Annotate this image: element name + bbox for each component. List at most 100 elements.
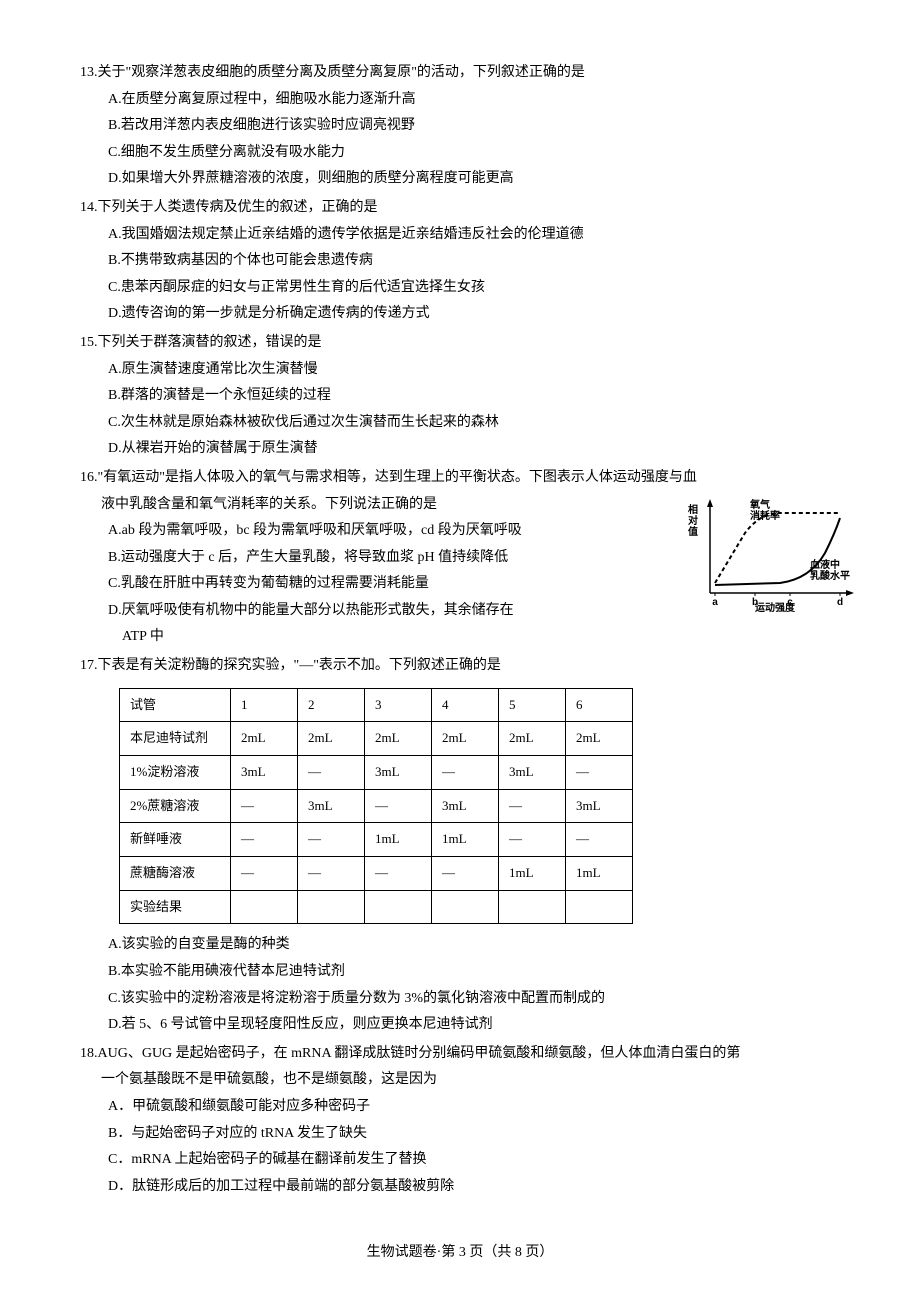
q13-option-c: C.细胞不发生质壁分离就没有吸水能力 (80, 140, 840, 167)
table-cell: 3mL (432, 789, 499, 823)
x-label: 运动强度 (755, 601, 796, 613)
table-cell (231, 890, 298, 924)
table-cell: 2mL (432, 722, 499, 756)
q14-option-b: B.不携带致病基因的个体也可能会患遗传病 (80, 248, 840, 275)
q17-stem: 17.下表是有关淀粉酶的探究实验，"—"表示不加。下列叙述正确的是 (80, 653, 840, 680)
q13-option-b: B.若改用洋葱内表皮细胞进行该实验时应调亮视野 (80, 113, 840, 140)
series1-label: 氧气 (749, 498, 770, 511)
question-17: 17.下表是有关淀粉酶的探究实验，"—"表示不加。下列叙述正确的是 试管 1 2… (80, 653, 840, 1039)
table-cell: 3mL (231, 756, 298, 790)
th-6: 6 (566, 688, 633, 722)
table-cell: 1mL (566, 857, 633, 891)
question-15: 15.下列关于群落演替的叙述，错误的是 A.原生演替速度通常比次生演替慢 B.群… (80, 330, 840, 463)
table-cell (298, 890, 365, 924)
table-cell: 2mL (231, 722, 298, 756)
q17-option-d: D.若 5、6 号试管中呈现轻度阳性反应，则应更换本尼迪特试剂 (80, 1012, 840, 1039)
table-row: 蔗糖酶溶液————1mL1mL (120, 857, 633, 891)
q13-option-a: A.在质壁分离复原过程中，细胞吸水能力逐渐升高 (80, 87, 840, 114)
table-cell: — (499, 823, 566, 857)
table-cell: 1%淀粉溶液 (120, 756, 231, 790)
table-cell: 本尼迪特试剂 (120, 722, 231, 756)
table-cell: 1mL (432, 823, 499, 857)
chart-svg: a b c d 相 对 值 氧气 消耗率 血液中 乳酸水平 运动强度 (680, 493, 860, 613)
q15-option-c: C.次生林就是原始森林被砍伐后通过次生演替而生长起来的森林 (80, 410, 840, 437)
table-cell: 2mL (566, 722, 633, 756)
tick-a: a (712, 597, 718, 608)
table-cell: — (298, 857, 365, 891)
q13-option-d: D.如果增大外界蔗糖溶液的浓度，则细胞的质壁分离程度可能更高 (80, 166, 840, 193)
q17-option-b: B.本实验不能用碘液代替本尼迪特试剂 (80, 959, 840, 986)
table-cell: 1mL (499, 857, 566, 891)
q18-stem-1: 18.AUG、GUG 是起始密码子，在 mRNA 翻译成肽链时分别编码甲硫氨酸和… (80, 1041, 840, 1068)
table-cell: — (231, 789, 298, 823)
table-cell: — (231, 857, 298, 891)
q13-stem: 13.关于"观察洋葱表皮细胞的质壁分离及质壁分离复原"的活动，下列叙述正确的是 (80, 60, 840, 87)
q18-option-a: A．甲硫氨酸和缬氨酸可能对应多种密码子 (80, 1094, 840, 1121)
y-label-1: 相 (688, 503, 698, 516)
q18-stem-2: 一个氨基酸既不是甲硫氨酸，也不是缬氨酸，这是因为 (80, 1067, 840, 1094)
table-cell: 2%蔗糖溶液 (120, 789, 231, 823)
table-cell: 新鲜唾液 (120, 823, 231, 857)
th-3: 3 (365, 688, 432, 722)
q15-option-a: A.原生演替速度通常比次生演替慢 (80, 357, 840, 384)
table-cell (566, 890, 633, 924)
table-cell: 蔗糖酶溶液 (120, 857, 231, 891)
th-0: 试管 (120, 688, 231, 722)
table-cell: 1mL (365, 823, 432, 857)
q16-chart: a b c d 相 对 值 氧气 消耗率 血液中 乳酸水平 运动强度 (680, 493, 860, 613)
q15-option-b: B.群落的演替是一个永恒延续的过程 (80, 383, 840, 410)
th-4: 4 (432, 688, 499, 722)
table-cell: 3mL (298, 789, 365, 823)
q18-option-c: C．mRNA 上起始密码子的碱基在翻译前发生了替换 (80, 1147, 840, 1174)
table-row: 新鲜唾液——1mL1mL—— (120, 823, 633, 857)
series2-label: 血液中 (810, 558, 840, 571)
table-cell: 2mL (499, 722, 566, 756)
page-footer: 生物试题卷·第 3 页（共 8 页） (80, 1240, 840, 1267)
q16-option-d2: ATP 中 (80, 624, 840, 651)
question-13: 13.关于"观察洋葱表皮细胞的质壁分离及质壁分离复原"的活动，下列叙述正确的是 … (80, 60, 840, 193)
table-cell: — (432, 756, 499, 790)
th-1: 1 (231, 688, 298, 722)
table-cell: — (365, 789, 432, 823)
q16-stem-1: 16."有氧运动"是指人体吸入的氧气与需求相等，达到生理上的平衡状态。下图表示人… (80, 465, 840, 492)
table-row: 实验结果 (120, 890, 633, 924)
table-cell: — (298, 823, 365, 857)
table-cell: — (298, 756, 365, 790)
table-cell: — (432, 857, 499, 891)
table-cell: 3mL (365, 756, 432, 790)
q14-option-d: D.遗传咨询的第一步就是分析确定遗传病的传递方式 (80, 301, 840, 328)
table-row: 2%蔗糖溶液—3mL—3mL—3mL (120, 789, 633, 823)
q18-option-b: B．与起始密码子对应的 tRNA 发生了缺失 (80, 1121, 840, 1148)
table-cell: — (566, 756, 633, 790)
tick-d: d (837, 597, 843, 608)
q14-option-c: C.患苯丙酮尿症的妇女与正常男性生育的后代适宜选择生女孩 (80, 275, 840, 302)
th-2: 2 (298, 688, 365, 722)
table-cell (432, 890, 499, 924)
q15-stem: 15.下列关于群落演替的叙述，错误的是 (80, 330, 840, 357)
q17-table: 试管 1 2 3 4 5 6 本尼迪特试剂2mL2mL2mL2mL2mL2mL1… (119, 688, 633, 925)
q17-option-a: A.该实验的自变量是酶的种类 (80, 932, 840, 959)
q14-option-a: A.我国婚姻法规定禁止近亲结婚的遗传学依据是近亲结婚违反社会的伦理道德 (80, 222, 840, 249)
table-cell: 2mL (298, 722, 365, 756)
svg-text:对: 对 (688, 514, 698, 527)
q14-stem: 14.下列关于人类遗传病及优生的叙述，正确的是 (80, 195, 840, 222)
table-cell: 实验结果 (120, 890, 231, 924)
svg-text:乳酸水平: 乳酸水平 (810, 569, 850, 582)
svg-text:消耗率: 消耗率 (750, 509, 780, 522)
q18-option-d: D．肽链形成后的加工过程中最前端的部分氨基酸被剪除 (80, 1174, 840, 1201)
table-cell: — (365, 857, 432, 891)
table-row: 本尼迪特试剂2mL2mL2mL2mL2mL2mL (120, 722, 633, 756)
question-14: 14.下列关于人类遗传病及优生的叙述，正确的是 A.我国婚姻法规定禁止近亲结婚的… (80, 195, 840, 328)
th-5: 5 (499, 688, 566, 722)
table-cell: 2mL (365, 722, 432, 756)
q17-option-c: C.该实验中的淀粉溶液是将淀粉溶于质量分数为 3%的氯化钠溶液中配置而制成的 (80, 986, 840, 1013)
table-row: 1%淀粉溶液3mL—3mL—3mL— (120, 756, 633, 790)
question-18: 18.AUG、GUG 是起始密码子，在 mRNA 翻译成肽链时分别编码甲硫氨酸和… (80, 1041, 840, 1201)
question-16: 16."有氧运动"是指人体吸入的氧气与需求相等，达到生理上的平衡状态。下图表示人… (80, 465, 840, 651)
table-cell: 3mL (499, 756, 566, 790)
table-cell: — (566, 823, 633, 857)
svg-text:值: 值 (688, 525, 698, 538)
q15-option-d: D.从裸岩开始的演替属于原生演替 (80, 436, 840, 463)
table-cell (365, 890, 432, 924)
table-header-row: 试管 1 2 3 4 5 6 (120, 688, 633, 722)
